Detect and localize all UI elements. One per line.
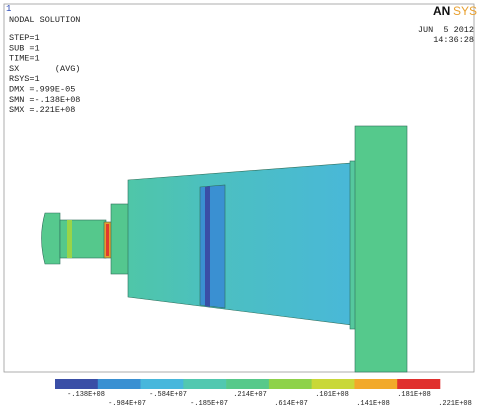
legend-label: .101E+08 (315, 391, 349, 399)
info-line: RSYS=1 (9, 74, 40, 84)
legend-label: .614E+07 (274, 400, 308, 408)
legend-swatch (141, 379, 184, 389)
legend-swatch (98, 379, 141, 389)
cone (128, 163, 352, 325)
time: 14:36:28 (433, 35, 474, 45)
neck (60, 220, 106, 258)
info-line: SX (AVG) (9, 64, 80, 74)
legend-label: -.584E+07 (149, 391, 187, 399)
legend-swatch (397, 379, 440, 389)
date: JUN 5 2012 (418, 25, 474, 35)
info-line: SUB =1 (9, 43, 40, 53)
collar-peak (106, 224, 109, 256)
legend-swatch (354, 379, 397, 389)
legend-label: -.984E+07 (108, 400, 146, 408)
flange-small (111, 204, 130, 274)
hot-band (67, 220, 72, 258)
legend-swatch (183, 379, 226, 389)
info-line: DMX =.999E-05 (9, 85, 75, 95)
logo-an: AN (433, 4, 450, 18)
info-line: TIME=1 (9, 54, 40, 64)
legend-label: .214E+07 (233, 391, 267, 399)
legend-label: -.185E+07 (190, 400, 228, 408)
legend-label: .181E+08 (397, 391, 431, 399)
model (42, 126, 408, 372)
flange-large (355, 126, 407, 372)
legend-label: .141E+08 (356, 400, 390, 408)
logo-sys: SYS (453, 4, 477, 18)
plot-number: 1 (6, 4, 11, 14)
legend-label: -.138E+08 (67, 391, 105, 399)
end-cap (42, 213, 61, 264)
groove-core (205, 186, 210, 307)
info-line: STEP=1 (9, 33, 40, 43)
screen: 1 NODAL SOLUTION STEP=1SUB =1TIME=1SX (A… (0, 0, 479, 409)
legend-swatch (269, 379, 312, 389)
info-line: SMX =.221E+08 (9, 105, 75, 115)
groove (200, 185, 225, 308)
info-line: SMN =-.138E+08 (9, 95, 80, 105)
legend-swatch (226, 379, 269, 389)
legend-label: .221E+08 (438, 400, 472, 408)
legend-swatch (55, 379, 98, 389)
legend: -.138E+08-.984E+07-.584E+07-.185E+07 .214… (55, 379, 472, 408)
plot-title: NODAL SOLUTION (9, 15, 80, 25)
legend-swatch (312, 379, 355, 389)
